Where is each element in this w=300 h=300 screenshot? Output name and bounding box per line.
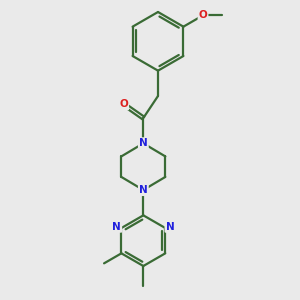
Text: N: N (139, 138, 148, 148)
Text: O: O (119, 99, 128, 109)
Text: N: N (112, 222, 121, 232)
Text: O: O (199, 10, 207, 20)
Text: N: N (139, 185, 148, 195)
Text: N: N (166, 222, 174, 232)
